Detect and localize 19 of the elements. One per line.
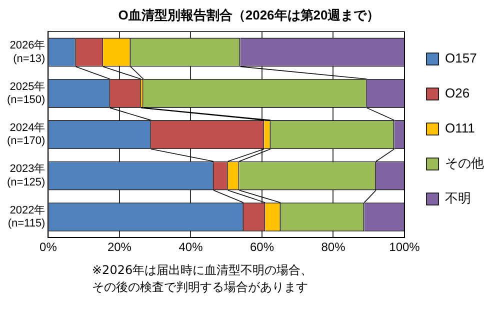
legend-label: O157 bbox=[445, 50, 477, 66]
text: その後の検査で判明する場合があります bbox=[92, 280, 308, 294]
x-tick-label: 60% bbox=[250, 240, 274, 254]
y-tick-label: 2024年 (n=170) bbox=[6, 122, 46, 148]
legend-label: 不明 bbox=[445, 190, 471, 206]
x-tick-label: 100% bbox=[389, 240, 420, 254]
x-tick-label: 0% bbox=[40, 240, 58, 254]
y-tick-label: 2022年 (n=115) bbox=[8, 204, 46, 230]
x-tick-label: 40% bbox=[178, 240, 204, 254]
x-tick-label: 80% bbox=[321, 240, 346, 254]
legend-label: O26 bbox=[445, 86, 470, 101]
x-tick-label: 20% bbox=[107, 240, 132, 254]
y-tick-label: 2025年 (n=150) bbox=[6, 80, 46, 106]
legend-label: O111 bbox=[445, 120, 475, 136]
legend-label: その他 bbox=[445, 156, 484, 171]
y-tick-label: 2026年 (n=13) bbox=[10, 40, 46, 65]
y-tick-label: 2023年 (n=125) bbox=[6, 163, 46, 188]
chart-title: O血清型別報告割合（2026年は第20週まで） bbox=[118, 7, 380, 22]
text: ※2026年は届出時に血清型不明の場合、 bbox=[92, 263, 313, 277]
